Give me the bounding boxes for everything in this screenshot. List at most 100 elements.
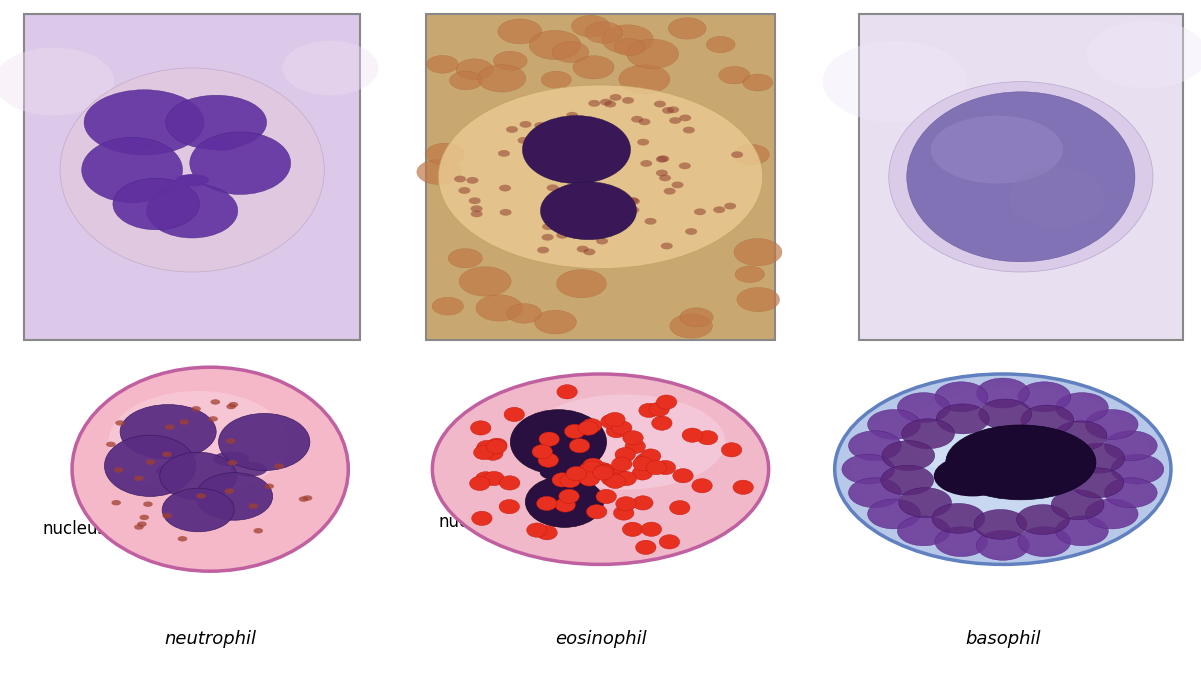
Circle shape	[494, 51, 527, 71]
Circle shape	[1087, 20, 1201, 88]
Circle shape	[662, 107, 674, 114]
Ellipse shape	[486, 438, 507, 452]
Circle shape	[627, 39, 679, 69]
Circle shape	[226, 404, 235, 409]
Circle shape	[974, 509, 1027, 539]
Ellipse shape	[500, 500, 520, 514]
Ellipse shape	[527, 523, 548, 537]
Circle shape	[610, 132, 622, 139]
Circle shape	[1105, 430, 1158, 460]
Ellipse shape	[656, 460, 676, 475]
Circle shape	[459, 187, 471, 194]
Ellipse shape	[889, 82, 1153, 272]
Ellipse shape	[484, 471, 504, 486]
Circle shape	[718, 67, 749, 84]
Ellipse shape	[682, 428, 703, 442]
Ellipse shape	[564, 424, 585, 439]
Circle shape	[249, 503, 258, 509]
Circle shape	[1072, 443, 1125, 473]
Circle shape	[196, 493, 205, 498]
Ellipse shape	[602, 472, 622, 486]
Circle shape	[628, 198, 640, 205]
Ellipse shape	[60, 68, 324, 272]
Ellipse shape	[639, 403, 659, 418]
Circle shape	[179, 420, 189, 425]
Circle shape	[724, 203, 736, 209]
Circle shape	[670, 314, 712, 338]
Circle shape	[566, 112, 578, 119]
Circle shape	[683, 126, 695, 133]
Text: nucleus: nucleus	[42, 494, 154, 538]
Ellipse shape	[539, 432, 560, 446]
Ellipse shape	[72, 367, 348, 571]
Ellipse shape	[472, 511, 492, 526]
Ellipse shape	[539, 464, 582, 481]
Circle shape	[507, 303, 542, 323]
Circle shape	[432, 374, 769, 564]
Circle shape	[114, 467, 124, 473]
Ellipse shape	[633, 456, 653, 471]
Circle shape	[680, 114, 692, 121]
Ellipse shape	[635, 540, 656, 554]
Circle shape	[640, 160, 652, 167]
Circle shape	[585, 22, 623, 44]
Circle shape	[112, 500, 121, 505]
Circle shape	[274, 463, 283, 469]
Circle shape	[282, 41, 378, 95]
Circle shape	[656, 169, 668, 176]
Circle shape	[596, 238, 608, 245]
Circle shape	[225, 488, 234, 494]
Text: nucleus: nucleus	[865, 477, 982, 531]
Circle shape	[556, 232, 568, 239]
Ellipse shape	[147, 184, 238, 238]
Circle shape	[627, 197, 639, 204]
Ellipse shape	[578, 421, 598, 435]
Circle shape	[611, 197, 623, 204]
Circle shape	[848, 430, 901, 460]
Ellipse shape	[722, 443, 742, 457]
Circle shape	[253, 528, 263, 534]
Circle shape	[679, 163, 691, 169]
Ellipse shape	[190, 132, 291, 194]
Bar	[24, 14, 360, 340]
Ellipse shape	[646, 460, 667, 475]
Ellipse shape	[673, 469, 693, 483]
Circle shape	[602, 24, 653, 54]
Circle shape	[534, 310, 576, 334]
Circle shape	[735, 266, 765, 283]
Circle shape	[593, 147, 605, 154]
Ellipse shape	[596, 490, 616, 504]
Circle shape	[731, 151, 743, 158]
Circle shape	[572, 16, 610, 37]
Circle shape	[897, 516, 950, 546]
Ellipse shape	[476, 472, 496, 486]
Ellipse shape	[622, 522, 643, 537]
Ellipse shape	[616, 496, 637, 511]
Circle shape	[934, 527, 987, 557]
Circle shape	[165, 424, 174, 430]
Circle shape	[552, 41, 588, 63]
Ellipse shape	[557, 385, 578, 399]
Ellipse shape	[641, 522, 662, 537]
Circle shape	[534, 122, 546, 129]
Ellipse shape	[698, 430, 718, 445]
Circle shape	[664, 188, 676, 194]
Circle shape	[550, 205, 562, 212]
Circle shape	[619, 65, 670, 94]
Ellipse shape	[119, 138, 151, 150]
Ellipse shape	[560, 473, 580, 488]
Circle shape	[627, 207, 639, 214]
Circle shape	[823, 41, 967, 122]
Circle shape	[584, 248, 596, 255]
Bar	[426, 14, 775, 340]
Ellipse shape	[471, 421, 491, 435]
Ellipse shape	[593, 464, 614, 479]
Circle shape	[581, 152, 593, 158]
Circle shape	[880, 465, 933, 495]
Circle shape	[979, 399, 1032, 429]
Ellipse shape	[692, 479, 712, 493]
Ellipse shape	[625, 439, 645, 454]
Ellipse shape	[566, 466, 586, 481]
Circle shape	[882, 441, 934, 471]
Circle shape	[737, 288, 779, 311]
